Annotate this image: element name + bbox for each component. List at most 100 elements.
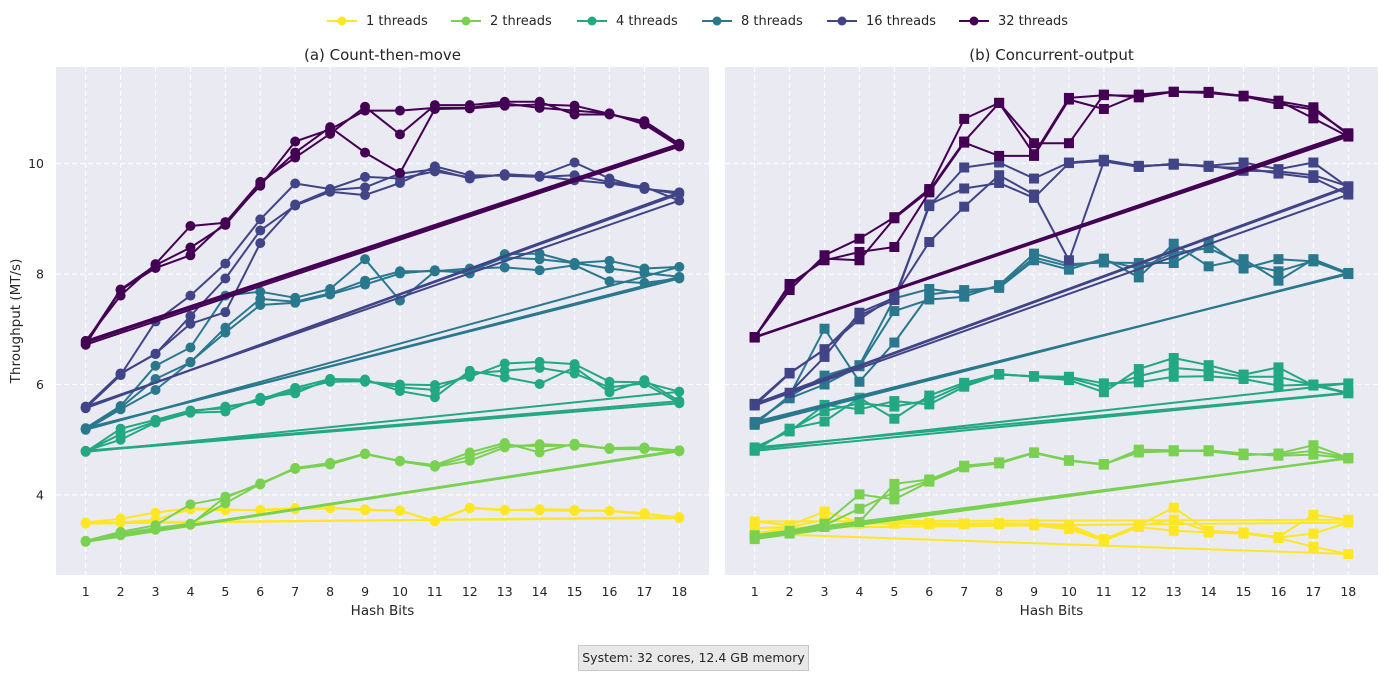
data-point xyxy=(394,505,405,516)
data-point xyxy=(674,189,685,199)
data-point xyxy=(1308,528,1319,539)
y-tick-label: 10 xyxy=(28,156,44,171)
data-point xyxy=(1098,255,1109,266)
data-point xyxy=(854,404,865,415)
x-tick-label: 9 xyxy=(361,584,369,599)
data-point xyxy=(819,506,830,517)
chart-title: (b) Concurrent-output xyxy=(969,46,1134,64)
data-point xyxy=(569,109,580,120)
x-tick-label: 11 xyxy=(427,584,443,599)
legend-swatch xyxy=(827,16,857,26)
x-tick-label: 13 xyxy=(497,584,513,599)
data-point xyxy=(1308,509,1319,520)
data-point xyxy=(1203,261,1214,272)
data-point xyxy=(819,344,830,355)
x-tick-label: 8 xyxy=(995,584,1003,599)
data-point xyxy=(1168,525,1179,536)
data-point xyxy=(534,378,545,389)
x-tick-label: 7 xyxy=(960,584,968,599)
data-point xyxy=(1063,521,1074,532)
data-point xyxy=(1063,455,1074,466)
x-tick-label: 5 xyxy=(221,584,229,599)
data-point xyxy=(674,139,685,150)
data-point xyxy=(80,446,91,457)
legend: 1 threads 2 threads 4 threads 8 threads 16 t… xyxy=(0,8,1389,34)
data-point xyxy=(1168,248,1179,259)
data-point xyxy=(604,443,615,454)
data-point xyxy=(1308,113,1319,124)
legend-label: 16 threads xyxy=(866,13,937,29)
legend-swatch xyxy=(959,16,989,26)
data-point xyxy=(150,260,161,271)
data-point xyxy=(1168,86,1179,97)
data-point xyxy=(639,267,650,278)
data-point xyxy=(924,518,935,529)
data-point xyxy=(674,271,685,282)
data-point xyxy=(1238,528,1249,539)
data-point xyxy=(604,178,615,189)
data-point xyxy=(959,162,970,173)
data-point xyxy=(534,99,545,110)
data-point xyxy=(749,444,760,455)
x-tick-label: 3 xyxy=(152,584,160,599)
data-point xyxy=(1273,380,1284,391)
data-point xyxy=(394,177,405,188)
data-point xyxy=(115,369,126,380)
legend-label: 2 threads xyxy=(490,13,552,29)
data-point xyxy=(1203,371,1214,382)
x-tick-label: 18 xyxy=(671,584,687,599)
legend-label: 4 threads xyxy=(616,13,678,29)
data-point xyxy=(1308,541,1319,552)
data-point xyxy=(1168,514,1179,525)
data-point xyxy=(749,523,760,534)
data-point xyxy=(1203,237,1214,248)
data-point xyxy=(604,255,615,266)
data-point xyxy=(1133,90,1144,101)
data-point xyxy=(889,517,900,528)
y-tick-label: 8 xyxy=(36,267,44,282)
data-point xyxy=(1273,371,1284,382)
x-axis-label: Hash Bits xyxy=(1020,603,1084,619)
data-point xyxy=(819,253,830,264)
data-point xyxy=(115,517,126,528)
data-point xyxy=(1203,526,1214,537)
data-point xyxy=(185,499,196,510)
data-point xyxy=(1343,268,1354,279)
data-point xyxy=(924,199,935,210)
data-point xyxy=(994,97,1005,108)
data-point xyxy=(429,516,440,527)
data-point xyxy=(604,108,615,119)
data-point xyxy=(994,150,1005,161)
x-tick-label: 2 xyxy=(117,584,125,599)
data-point xyxy=(150,360,161,371)
data-point xyxy=(889,396,900,407)
data-point xyxy=(394,129,405,140)
data-point xyxy=(1308,255,1319,266)
data-point xyxy=(534,441,545,452)
data-point xyxy=(80,518,91,529)
data-point xyxy=(749,398,760,409)
data-point xyxy=(1273,362,1284,373)
data-point xyxy=(889,306,900,317)
data-point xyxy=(1238,371,1249,382)
x-tick-label: 10 xyxy=(1061,584,1077,599)
data-point xyxy=(499,365,510,376)
data-point xyxy=(819,323,830,334)
plot-background xyxy=(56,67,709,575)
data-point xyxy=(1133,371,1144,382)
data-point xyxy=(1273,96,1284,107)
data-point xyxy=(1273,254,1284,265)
data-point xyxy=(499,169,510,180)
data-point xyxy=(464,451,475,462)
data-point xyxy=(1203,243,1214,254)
x-tick-label: 15 xyxy=(1236,584,1252,599)
legend-label: 32 threads xyxy=(998,13,1069,29)
data-point xyxy=(185,242,196,253)
data-point xyxy=(819,520,830,531)
legend-item: 16 threads xyxy=(826,8,936,34)
data-point xyxy=(1063,158,1074,169)
data-point xyxy=(1063,261,1074,272)
data-point xyxy=(325,185,336,196)
data-point xyxy=(1029,173,1040,184)
x-tick-label: 7 xyxy=(291,584,299,599)
